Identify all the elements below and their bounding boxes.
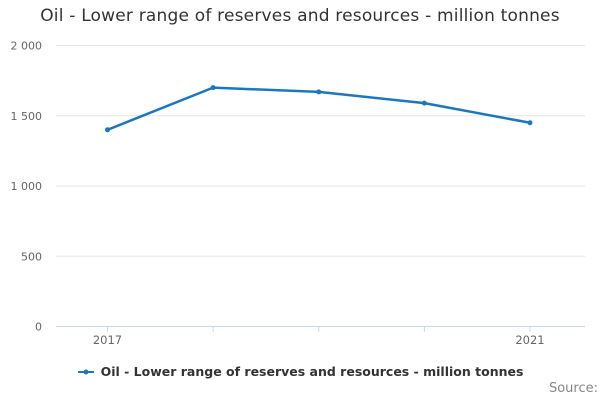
- legend-item[interactable]: Oil - Lower range of reserves and resour…: [0, 364, 600, 379]
- chart-title: Oil - Lower range of reserves and resour…: [40, 6, 560, 26]
- data-point-marker: [105, 127, 110, 133]
- data-point-marker: [527, 120, 533, 126]
- x-axis-label: 2017: [93, 333, 122, 347]
- y-axis-label: 0: [35, 321, 42, 334]
- x-axis-label: 2021: [515, 333, 544, 347]
- data-point-marker: [316, 89, 322, 95]
- legend-label: Oil - Lower range of reserves and resour…: [100, 364, 524, 379]
- data-point-marker: [421, 100, 427, 106]
- y-axis-label: 500: [21, 250, 42, 263]
- y-axis-label: 1 500: [11, 110, 43, 123]
- line-chart-plot: 0 500 1 000 1 500 2 000 2017 2021: [11, 40, 585, 347]
- source-label: Source:: [548, 381, 598, 396]
- y-axis-label: 1 000: [11, 180, 43, 193]
- data-point-marker: [210, 85, 216, 91]
- y-axis-label: 2 000: [11, 40, 43, 53]
- legend-line-marker-icon: [77, 369, 94, 374]
